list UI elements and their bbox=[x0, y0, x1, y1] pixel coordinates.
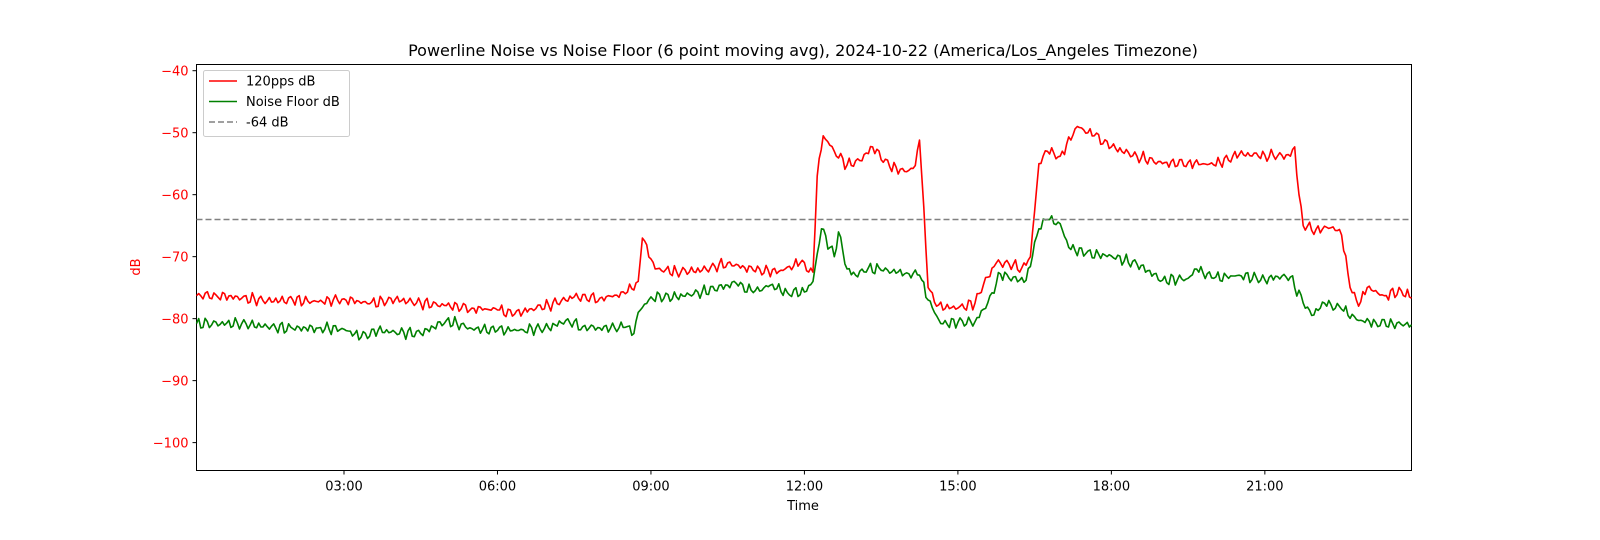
y-axis: −40 −50 −60 −70 −80 −90 −100 bbox=[153, 65, 197, 452]
series-layer bbox=[195, 125, 1413, 341]
y-tick-label: −50 bbox=[161, 127, 188, 142]
x-tick-label: 12:00 bbox=[786, 480, 823, 495]
x-tick-label: 15:00 bbox=[939, 480, 976, 495]
legend-label: 120pps dB bbox=[246, 75, 315, 90]
legend-label: Noise Floor dB bbox=[246, 95, 340, 110]
x-tick-label: 09:00 bbox=[632, 480, 669, 495]
series-line-1 bbox=[195, 125, 1412, 318]
y-tick-label: −100 bbox=[153, 437, 189, 452]
x-tick-label: 18:00 bbox=[1093, 480, 1130, 495]
y-tick-label: −60 bbox=[161, 189, 188, 204]
y-axis-label: dB bbox=[129, 258, 144, 275]
y-tick-label: −70 bbox=[161, 251, 188, 266]
x-tick-label: 03:00 bbox=[325, 480, 362, 495]
x-tick-label: 21:00 bbox=[1246, 480, 1283, 495]
x-axis-label: Time bbox=[786, 499, 819, 514]
legend-box bbox=[203, 70, 350, 137]
plot-area bbox=[196, 64, 1412, 471]
x-tick-label: 06:00 bbox=[479, 480, 516, 495]
y-tick-label: −80 bbox=[161, 313, 188, 328]
series-line-2 bbox=[195, 215, 1413, 341]
legend: 120pps dB Noise Floor dB -64 dB bbox=[203, 70, 350, 137]
chart-title: Powerline Noise vs Noise Floor (6 point … bbox=[408, 41, 1198, 61]
x-axis: 03:00 06:00 09:00 12:00 15:00 18:00 21:00 bbox=[325, 470, 1284, 495]
y-tick-label: −90 bbox=[161, 375, 188, 390]
legend-label: -64 dB bbox=[246, 116, 289, 131]
y-tick-label: −40 bbox=[161, 65, 188, 80]
